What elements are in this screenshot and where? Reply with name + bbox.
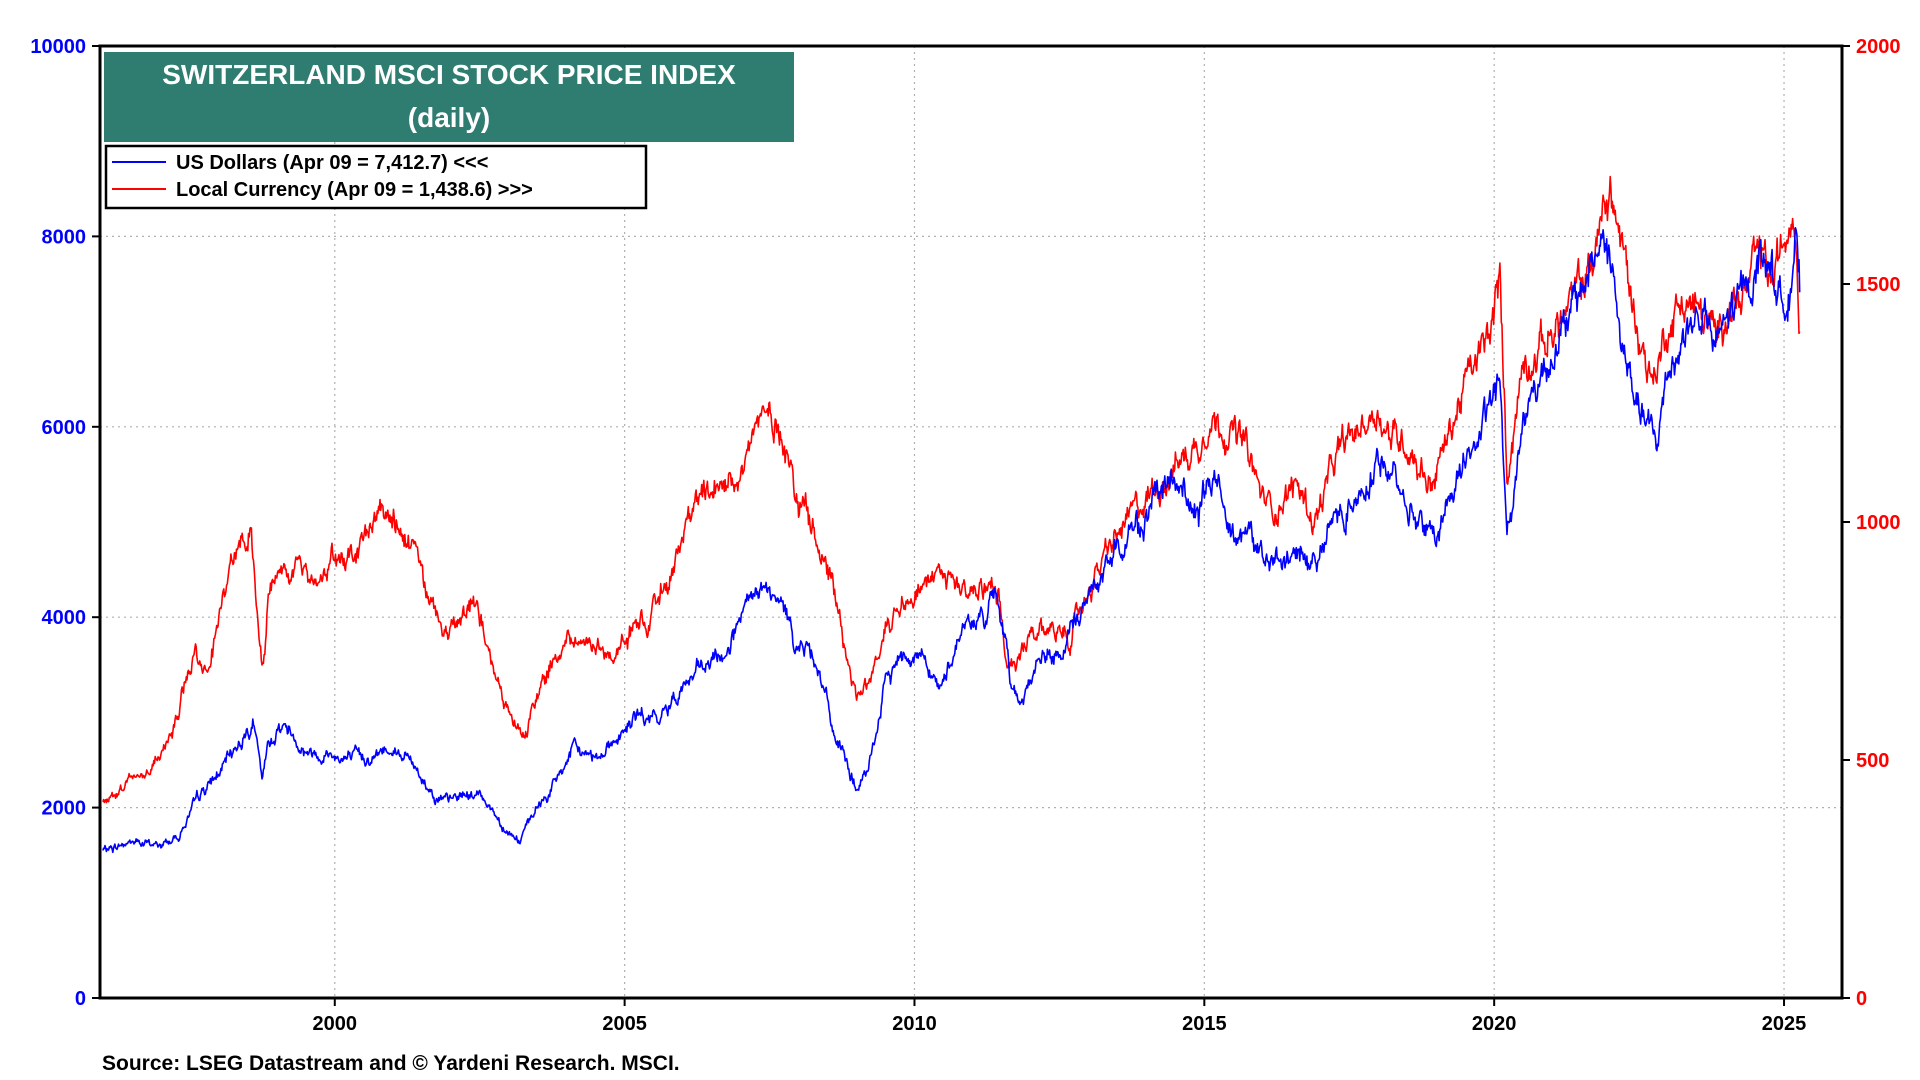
title-background [104, 52, 794, 142]
x-tick-label: 2005 [602, 1013, 647, 1035]
x-tick-label: 2025 [1762, 1013, 1807, 1035]
chart-subtitle: (daily) [408, 102, 490, 133]
y-right-tick-label: 2000 [1856, 36, 1901, 58]
legend-label-local: Local Currency (Apr 09 = 1,438.6) >>> [176, 179, 533, 201]
title-box: SWITZERLAND MSCI STOCK PRICE INDEX (dail… [104, 52, 794, 142]
y-left-tick-label: 10000 [30, 36, 86, 58]
x-tick-label: 2020 [1472, 1013, 1517, 1035]
legend: US Dollars (Apr 09 = 7,412.7) <<< Local … [104, 144, 648, 210]
chart-title: SWITZERLAND MSCI STOCK PRICE INDEX [162, 59, 736, 90]
legend-label-usd: US Dollars (Apr 09 = 7,412.7) <<< [176, 152, 488, 174]
y-left-tick-label: 8000 [42, 226, 87, 248]
x-tick-label: 2015 [1182, 1013, 1227, 1035]
series-line-local [102, 175, 1801, 804]
x-tick-label: 2010 [892, 1013, 937, 1035]
y-right-tick-label: 500 [1856, 750, 1889, 772]
series-layer [102, 175, 1801, 854]
y-left-tick-label: 4000 [42, 607, 87, 629]
series-line-usd [102, 227, 1801, 854]
y-right-tick-label: 1500 [1856, 274, 1901, 296]
legend-box [104, 144, 648, 210]
y-left-tick-label: 6000 [42, 417, 87, 439]
source-note: Source: LSEG Datastream and © Yardeni Re… [102, 1052, 680, 1075]
grid [100, 46, 1842, 998]
y-left-tick-label: 2000 [42, 798, 87, 820]
y-right-tick-label: 0 [1856, 988, 1867, 1010]
axes: 0 2000 4000 6000 8000 10000 0 500 1000 1500 2000 20… [30, 36, 1900, 1035]
x-tick-label: 2000 [313, 1013, 358, 1035]
y-left-tick-label: 0 [75, 988, 86, 1010]
y-right-tick-label: 1000 [1856, 512, 1901, 534]
